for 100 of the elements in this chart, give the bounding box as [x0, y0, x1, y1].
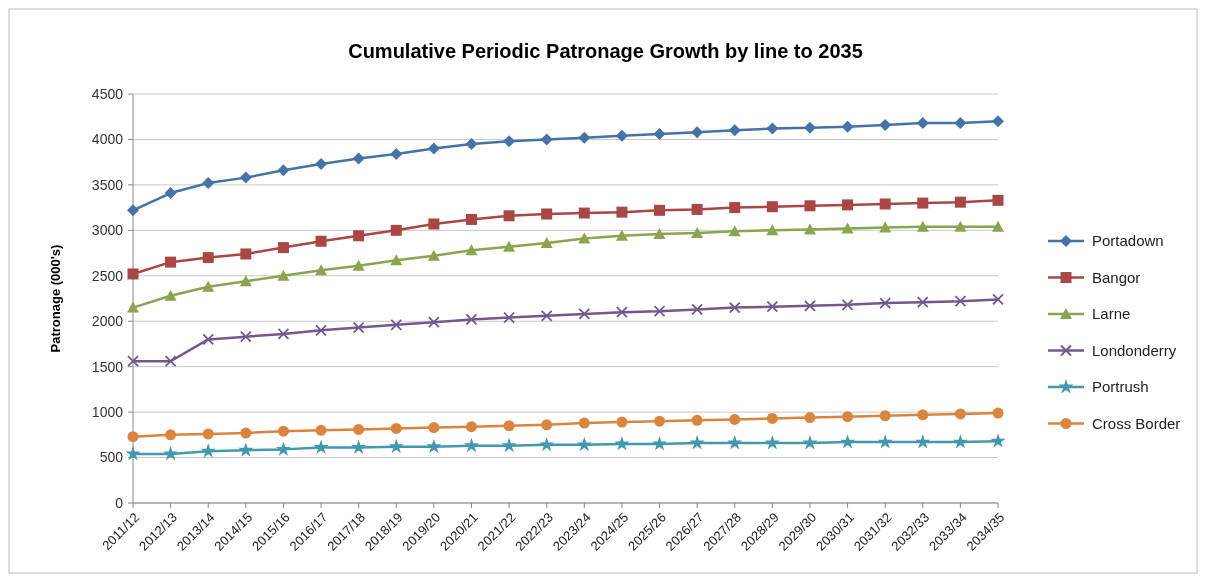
point: [503, 135, 516, 148]
point: [840, 434, 856, 449]
point: [503, 240, 516, 252]
point: [540, 133, 553, 146]
point: [127, 355, 139, 368]
point: [390, 422, 402, 434]
point: [954, 220, 967, 232]
legend-label: Portadown: [1092, 232, 1164, 250]
point: [842, 411, 854, 423]
point: [954, 117, 967, 130]
y-tick-label: 2500: [91, 267, 124, 284]
legend-label: Bangor: [1092, 268, 1141, 286]
point: [952, 434, 968, 449]
chart-title: Cumulative Periodic Patronage Growth by line to 2035: [348, 40, 863, 62]
y-tick-label: 3500: [91, 176, 124, 193]
point: [390, 254, 403, 266]
point: [540, 309, 553, 322]
point: [766, 201, 778, 213]
point: [728, 301, 741, 314]
point: [501, 437, 517, 453]
point: [727, 435, 743, 450]
point: [202, 252, 214, 264]
point: [992, 194, 1004, 206]
point: [426, 438, 442, 454]
y-tick-label: 1000: [91, 404, 124, 421]
point: [578, 308, 591, 320]
point: [616, 306, 628, 319]
point: [615, 229, 628, 241]
y-tick-label: 500: [99, 449, 124, 466]
point: [954, 408, 966, 420]
point: [691, 126, 704, 139]
point: [766, 224, 779, 236]
point: [465, 137, 478, 150]
point: [390, 224, 402, 236]
point: [202, 333, 215, 346]
point: [427, 142, 440, 155]
legend-label: Londonderry: [1092, 341, 1177, 359]
point: [465, 244, 478, 256]
point: [691, 414, 703, 426]
point: [127, 431, 139, 443]
point: [691, 303, 704, 316]
point: [239, 275, 252, 287]
point: [842, 199, 854, 211]
point: [503, 311, 515, 324]
point: [578, 207, 590, 219]
point: [503, 210, 515, 222]
point: [200, 443, 216, 458]
point: [390, 147, 403, 160]
point: [653, 305, 666, 318]
point: [917, 197, 929, 209]
point: [277, 164, 290, 177]
point: [465, 213, 477, 225]
point: [691, 227, 704, 239]
point: [877, 434, 893, 449]
point: [239, 171, 252, 184]
point: [277, 269, 290, 281]
point: [315, 235, 327, 247]
point: [313, 439, 329, 454]
y-tick-label: 3000: [91, 222, 124, 239]
point: [729, 202, 741, 214]
point: [315, 324, 327, 337]
point: [352, 321, 365, 334]
point: [654, 415, 666, 427]
y-axis-title: Patronage (000's): [48, 244, 63, 353]
point: [239, 330, 252, 343]
point: [315, 424, 327, 436]
point: [653, 227, 666, 239]
legend-label: Cross Border: [1092, 414, 1181, 432]
legend-label: Portrush: [1092, 378, 1149, 396]
point: [804, 412, 816, 424]
point: [916, 220, 929, 232]
point: [315, 157, 328, 170]
point: [277, 425, 289, 437]
point: [578, 417, 590, 429]
point: [165, 429, 177, 441]
point: [275, 441, 291, 456]
point: [616, 206, 628, 218]
point: [240, 427, 252, 439]
point: [463, 437, 479, 453]
point: [841, 298, 854, 311]
point: [578, 131, 591, 144]
point: [164, 355, 177, 368]
point: [427, 249, 440, 261]
point: [689, 435, 705, 450]
point: [127, 301, 139, 313]
point: [614, 436, 630, 451]
point: [653, 127, 666, 140]
y-tick-label: 2000: [91, 313, 124, 330]
point: [240, 248, 252, 260]
point: [766, 412, 778, 424]
point: [127, 204, 139, 217]
point: [352, 152, 365, 165]
point: [353, 230, 365, 242]
point: [992, 220, 1004, 232]
point: [916, 296, 929, 309]
point: [990, 433, 1006, 448]
point: [576, 436, 592, 452]
point: [992, 293, 1004, 306]
point: [915, 434, 931, 449]
point: [691, 203, 703, 215]
